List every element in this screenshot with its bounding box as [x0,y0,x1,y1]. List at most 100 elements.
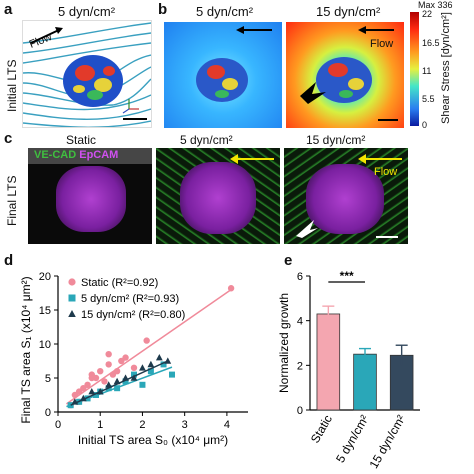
tumor-region [306,164,384,234]
y-tick-label: 20 [39,271,51,283]
flow-arrow-icon [236,26,244,34]
data-point [164,357,172,364]
data-point [122,378,129,385]
axes-triad-icon [122,99,139,114]
scale-bar [376,236,398,238]
bar [316,313,341,411]
data-point [96,388,104,395]
x-axis-label: Initial TS area S₀ (x10⁴ μm²) [78,433,228,447]
x-tick-label: Static [308,413,335,446]
legend-marker [68,310,76,317]
y-tick-label: 6 [297,271,303,283]
legend-label: 5 dyn/cm² (R²=0.93) [81,293,179,305]
data-point [88,388,96,395]
legend-marker [68,294,76,302]
data-point [84,381,91,388]
y-tick-label: 10 [39,339,51,351]
data-point [160,361,167,368]
y-tick-label: 15 [39,305,51,317]
flow-arrow-icon [358,154,402,164]
data-point [147,368,154,375]
fit-line [66,288,232,405]
panel-label-b: b [158,1,168,18]
panel-label-c: c [4,130,13,147]
panel-b-title-right: 15 dyn/cm² [316,4,381,19]
panel-c-title-5: 5 dyn/cm² [180,133,233,147]
row-label-final: Final LTS [5,175,19,226]
significance-label: *** [340,269,354,283]
data-point [101,378,108,385]
tumor-region [180,162,256,234]
panel-label-e: e [284,252,293,269]
pointer-arrow-icon [300,82,326,104]
data-point [130,364,138,371]
panel-c-15-image: Flow [284,148,408,244]
x-tick-label: 4 [224,419,230,431]
x-tick-label: 0 [55,419,61,431]
data-point [139,364,146,371]
row-label-initial: Initial LTS [5,59,19,112]
data-point [147,360,155,368]
colorbar-label: Shear Stress [dyn/cm²] [440,12,452,124]
panel-a-title: 5 dyn/cm² [58,4,116,19]
colorbar-tick: 11 [422,66,432,76]
flow-label-b: Flow [370,38,394,50]
data-point [93,392,99,398]
data-point [71,398,79,405]
data-point [113,377,121,385]
data-point [67,402,74,409]
data-point [105,351,112,358]
y-tick-label: 5 [45,373,51,385]
data-point [105,381,113,388]
colorbar [410,12,419,126]
x-tick-label: 5 dyn/cm² [333,413,371,466]
flow-arrow-icon [358,26,366,34]
x-tick-label: 2 [139,419,145,431]
x-tick-label: 15 dyn/cm² [366,413,408,471]
flow-arrow-icon [30,27,63,44]
pointer-arrow-icon [296,220,318,238]
colorbar-tick: 16.5 [422,38,440,48]
y-tick-label: 4 [297,316,303,328]
y-axis-label: Final TS area S₁ (x10⁴ μm²) [19,276,33,423]
data-point [155,354,163,361]
panel-label-a: a [4,1,13,18]
legend-marker [68,278,76,286]
data-point [143,337,150,344]
panel-c-static-image: VE-CAD EpCAM [28,148,152,244]
panel-c-5-image [156,148,280,244]
data-point [105,361,112,368]
data-point [79,394,87,402]
panel-a-image: Flow [22,20,152,128]
data-point [169,371,175,378]
data-point [114,385,121,392]
data-point [130,374,138,381]
x-tick-label: 1 [97,419,103,431]
tumor-region [56,166,126,232]
legend-label: Static (R²=0.92) [81,277,158,289]
colorbar-max-label: Max 336 [418,0,453,10]
data-point [122,354,129,361]
data-point [122,374,129,381]
flow-label-c: Flow [374,166,398,178]
stain-label: VE-CAD EpCAM [34,149,119,161]
panel-b-title-left: 5 dyn/cm² [196,4,254,19]
y-tick-label: 0 [45,407,51,419]
data-point [84,395,91,402]
panel-label-d: d [4,252,14,269]
data-point [97,368,104,375]
legend-label: 15 dyn/cm² (R²=0.80) [81,309,185,321]
data-point [88,374,95,382]
y-axis-label: Normalized growth [277,293,291,393]
flow-streamlines [23,22,151,127]
colorbar-tick: 22 [422,9,433,19]
data-point [75,388,83,395]
scatter-chart: 0 5 10 15 20 0 1 2 3 4 Initial TS area S₀ (x10⁴ μm… [19,271,248,447]
flow-arrow-icon [230,154,274,164]
y-tick-label: 2 [297,360,303,372]
panel-c-title-static: Static [66,133,97,147]
colorbar-tick: 5.5 [422,94,435,104]
data-point [139,381,146,388]
y-tick-label: 0 [297,405,303,417]
